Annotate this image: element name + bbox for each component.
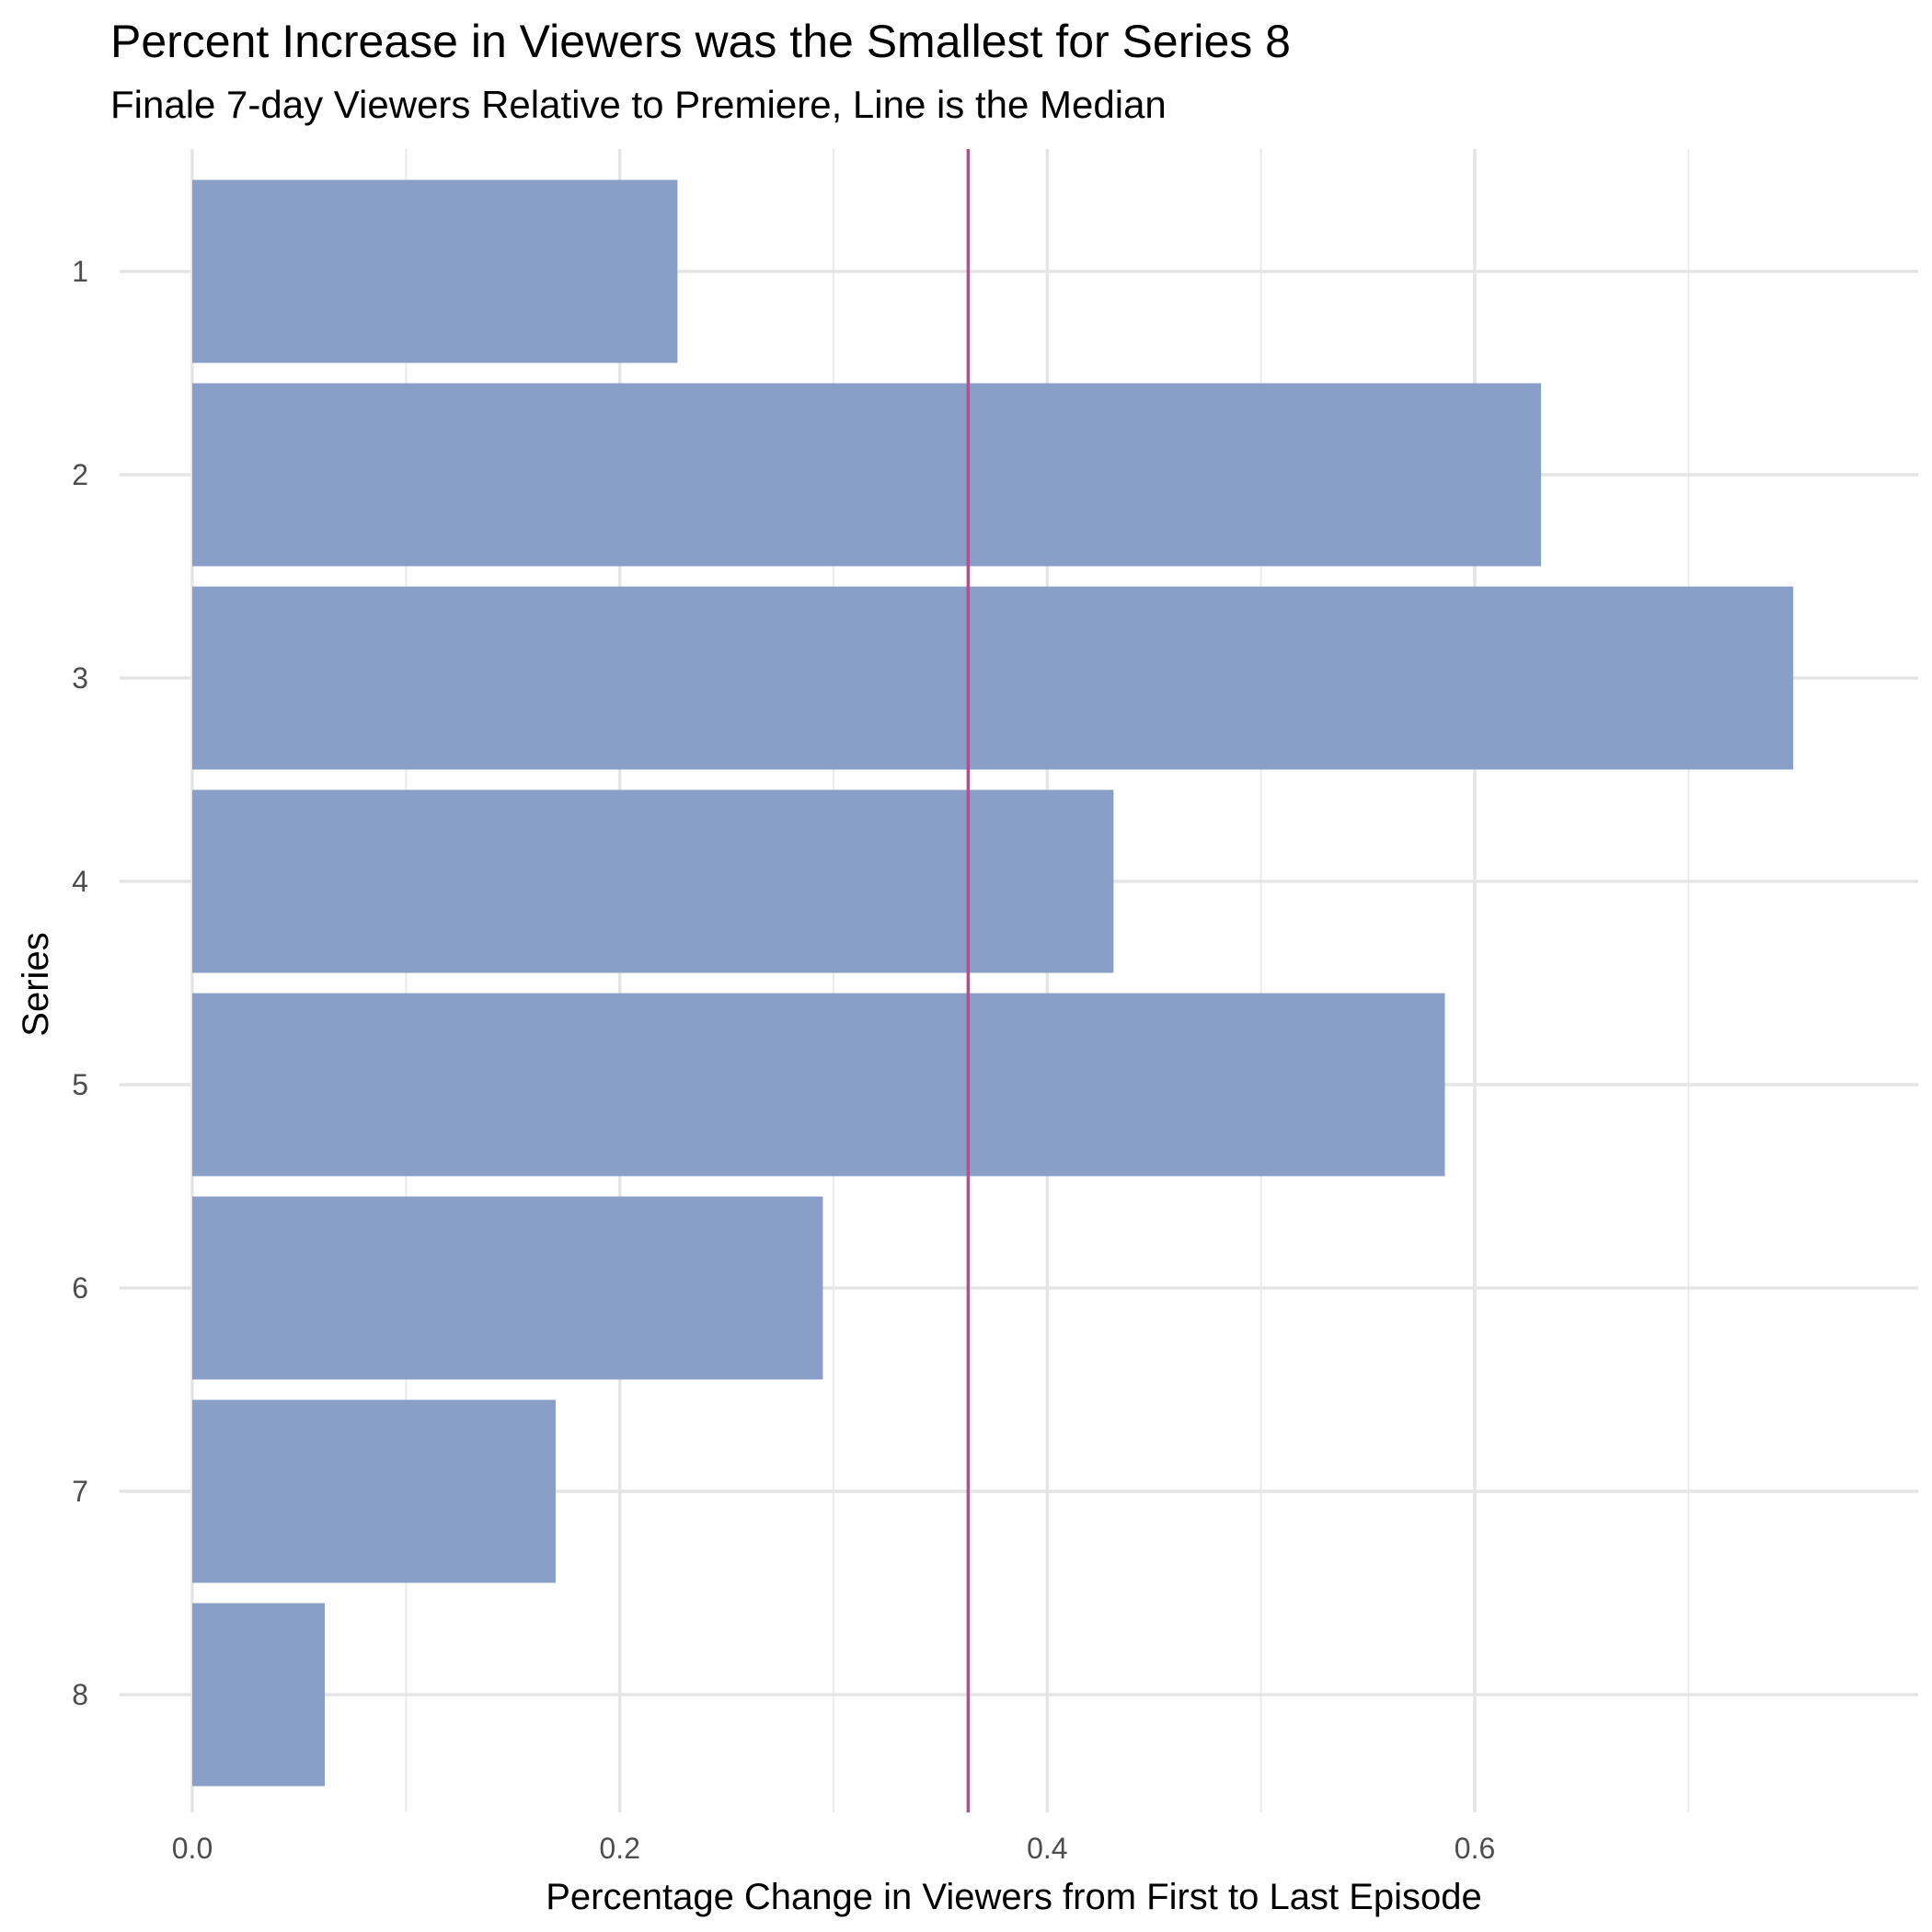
x-tick-label: 0.6	[1455, 1832, 1495, 1865]
chart-title: Percent Increase in Viewers was the Smal…	[110, 16, 1291, 67]
y-tick-label: 5	[72, 1068, 88, 1101]
y-tick-label: 6	[72, 1271, 88, 1305]
bar-series-4	[192, 789, 1114, 973]
bar-series-1	[192, 179, 678, 363]
y-tick-label: 3	[72, 661, 88, 695]
x-axis-ticks: 0.0 0.2 0.4 0.6	[172, 1832, 1496, 1865]
bar-series-5	[192, 993, 1445, 1177]
bar-series-2	[192, 383, 1542, 567]
bars	[192, 179, 1794, 1787]
x-tick-label: 0.0	[172, 1832, 213, 1865]
bar-series-6	[192, 1196, 823, 1380]
y-tick-label: 4	[72, 865, 88, 898]
chart-subtitle: Finale 7-day Viewers Relative to Premier…	[110, 83, 1167, 126]
x-axis-title: Percentage Change in Viewers from First …	[546, 1877, 1482, 1917]
x-tick-label: 0.2	[599, 1832, 639, 1865]
y-tick-label: 8	[72, 1678, 88, 1711]
y-tick-label: 2	[72, 458, 88, 491]
y-tick-label: 1	[72, 255, 88, 288]
bar-series-7	[192, 1399, 556, 1583]
y-tick-label: 7	[72, 1475, 88, 1508]
x-tick-label: 0.4	[1027, 1832, 1067, 1865]
y-axis-ticks: 1 2 3 4 5 6 7 8	[72, 255, 88, 1711]
bar-series-8	[192, 1603, 326, 1787]
y-axis-title: Series	[16, 932, 56, 1036]
bar-series-3	[192, 586, 1794, 770]
